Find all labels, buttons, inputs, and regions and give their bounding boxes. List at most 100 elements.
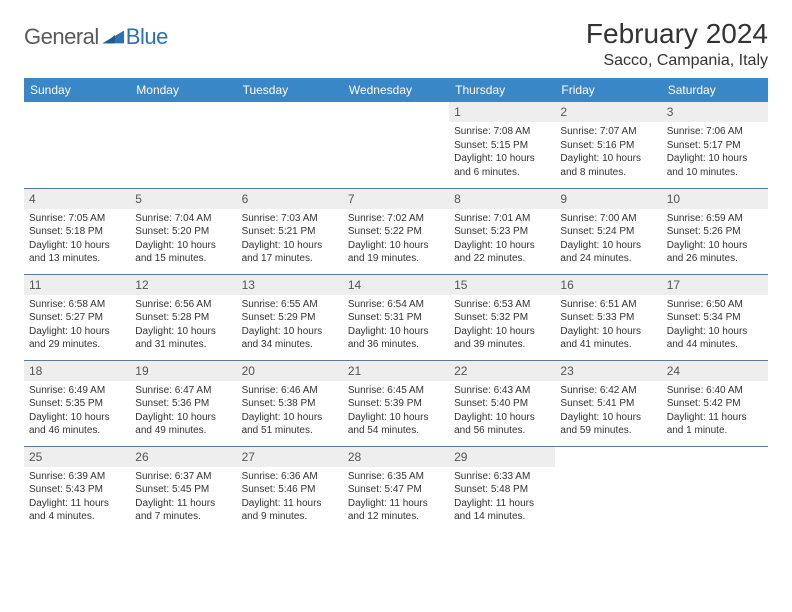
daylight-text: Daylight: 10 hours and 22 minutes. — [454, 239, 550, 266]
daylight-text: Daylight: 10 hours and 51 minutes. — [242, 411, 338, 438]
day-content: Sunrise: 7:01 AMSunset: 5:23 PMDaylight:… — [449, 209, 555, 270]
calendar-cell: 26Sunrise: 6:37 AMSunset: 5:45 PMDayligh… — [130, 446, 236, 532]
calendar-cell: 9Sunrise: 7:00 AMSunset: 5:24 PMDaylight… — [555, 188, 661, 274]
sunrise-text: Sunrise: 6:40 AM — [667, 384, 763, 398]
calendar-cell: 20Sunrise: 6:46 AMSunset: 5:38 PMDayligh… — [237, 360, 343, 446]
sunset-text: Sunset: 5:48 PM — [454, 483, 550, 497]
sunset-text: Sunset: 5:17 PM — [667, 139, 763, 153]
sunrise-text: Sunrise: 6:43 AM — [454, 384, 550, 398]
weekday-header: Tuesday — [237, 78, 343, 102]
sunrise-text: Sunrise: 6:37 AM — [135, 470, 231, 484]
sunset-text: Sunset: 5:38 PM — [242, 397, 338, 411]
day-number: 13 — [237, 275, 343, 295]
weekday-header: Thursday — [449, 78, 555, 102]
day-content: Sunrise: 6:51 AMSunset: 5:33 PMDaylight:… — [555, 295, 661, 356]
daylight-text: Daylight: 10 hours and 36 minutes. — [348, 325, 444, 352]
day-content: Sunrise: 6:54 AMSunset: 5:31 PMDaylight:… — [343, 295, 449, 356]
daylight-text: Daylight: 10 hours and 19 minutes. — [348, 239, 444, 266]
day-content: Sunrise: 7:03 AMSunset: 5:21 PMDaylight:… — [237, 209, 343, 270]
sunrise-text: Sunrise: 6:54 AM — [348, 298, 444, 312]
day-number: 23 — [555, 361, 661, 381]
day-number: 19 — [130, 361, 236, 381]
sunrise-text: Sunrise: 6:33 AM — [454, 470, 550, 484]
day-number: 8 — [449, 189, 555, 209]
day-content: Sunrise: 7:07 AMSunset: 5:16 PMDaylight:… — [555, 122, 661, 183]
day-content: Sunrise: 7:02 AMSunset: 5:22 PMDaylight:… — [343, 209, 449, 270]
sunrise-text: Sunrise: 7:07 AM — [560, 125, 656, 139]
sunrise-text: Sunrise: 7:05 AM — [29, 212, 125, 226]
sunrise-text: Sunrise: 7:08 AM — [454, 125, 550, 139]
daylight-text: Daylight: 10 hours and 24 minutes. — [560, 239, 656, 266]
daylight-text: Daylight: 10 hours and 10 minutes. — [667, 152, 763, 179]
sunset-text: Sunset: 5:31 PM — [348, 311, 444, 325]
sunrise-text: Sunrise: 6:55 AM — [242, 298, 338, 312]
sunrise-text: Sunrise: 7:00 AM — [560, 212, 656, 226]
calendar-cell: 17Sunrise: 6:50 AMSunset: 5:34 PMDayligh… — [662, 274, 768, 360]
sunset-text: Sunset: 5:41 PM — [560, 397, 656, 411]
day-content: Sunrise: 6:53 AMSunset: 5:32 PMDaylight:… — [449, 295, 555, 356]
calendar-body: 1Sunrise: 7:08 AMSunset: 5:15 PMDaylight… — [24, 102, 768, 532]
day-content: Sunrise: 6:56 AMSunset: 5:28 PMDaylight:… — [130, 295, 236, 356]
calendar-cell: 28Sunrise: 6:35 AMSunset: 5:47 PMDayligh… — [343, 446, 449, 532]
daylight-text: Daylight: 10 hours and 8 minutes. — [560, 152, 656, 179]
sunrise-text: Sunrise: 6:35 AM — [348, 470, 444, 484]
sunset-text: Sunset: 5:32 PM — [454, 311, 550, 325]
daylight-text: Daylight: 10 hours and 13 minutes. — [29, 239, 125, 266]
daylight-text: Daylight: 10 hours and 15 minutes. — [135, 239, 231, 266]
day-number: 29 — [449, 447, 555, 467]
day-number: 2 — [555, 102, 661, 122]
day-number: 7 — [343, 189, 449, 209]
sunset-text: Sunset: 5:39 PM — [348, 397, 444, 411]
weekday-header: Sunday — [24, 78, 130, 102]
day-content: Sunrise: 7:08 AMSunset: 5:15 PMDaylight:… — [449, 122, 555, 183]
day-number: 10 — [662, 189, 768, 209]
sunrise-text: Sunrise: 6:59 AM — [667, 212, 763, 226]
daylight-text: Daylight: 10 hours and 46 minutes. — [29, 411, 125, 438]
logo: General Blue — [24, 18, 168, 50]
sunset-text: Sunset: 5:33 PM — [560, 311, 656, 325]
daylight-text: Daylight: 11 hours and 7 minutes. — [135, 497, 231, 524]
sunset-text: Sunset: 5:21 PM — [242, 225, 338, 239]
sunset-text: Sunset: 5:23 PM — [454, 225, 550, 239]
day-content: Sunrise: 6:50 AMSunset: 5:34 PMDaylight:… — [662, 295, 768, 356]
daylight-text: Daylight: 10 hours and 41 minutes. — [560, 325, 656, 352]
weekday-header: Saturday — [662, 78, 768, 102]
daylight-text: Daylight: 10 hours and 17 minutes. — [242, 239, 338, 266]
calendar-cell — [662, 446, 768, 532]
calendar-cell: 14Sunrise: 6:54 AMSunset: 5:31 PMDayligh… — [343, 274, 449, 360]
weekday-header-row: Sunday Monday Tuesday Wednesday Thursday… — [24, 78, 768, 102]
sunset-text: Sunset: 5:40 PM — [454, 397, 550, 411]
day-content: Sunrise: 6:58 AMSunset: 5:27 PMDaylight:… — [24, 295, 130, 356]
calendar-cell — [130, 102, 236, 188]
day-number: 20 — [237, 361, 343, 381]
sunset-text: Sunset: 5:29 PM — [242, 311, 338, 325]
calendar-cell — [555, 446, 661, 532]
day-number: 27 — [237, 447, 343, 467]
day-content: Sunrise: 6:47 AMSunset: 5:36 PMDaylight:… — [130, 381, 236, 442]
sunset-text: Sunset: 5:26 PM — [667, 225, 763, 239]
daylight-text: Daylight: 10 hours and 26 minutes. — [667, 239, 763, 266]
sunrise-text: Sunrise: 6:56 AM — [135, 298, 231, 312]
calendar-cell: 21Sunrise: 6:45 AMSunset: 5:39 PMDayligh… — [343, 360, 449, 446]
sunset-text: Sunset: 5:42 PM — [667, 397, 763, 411]
day-content: Sunrise: 6:43 AMSunset: 5:40 PMDaylight:… — [449, 381, 555, 442]
calendar-cell: 8Sunrise: 7:01 AMSunset: 5:23 PMDaylight… — [449, 188, 555, 274]
sunrise-text: Sunrise: 6:47 AM — [135, 384, 231, 398]
sunrise-text: Sunrise: 6:42 AM — [560, 384, 656, 398]
day-content: Sunrise: 6:33 AMSunset: 5:48 PMDaylight:… — [449, 467, 555, 528]
day-number: 18 — [24, 361, 130, 381]
day-number: 12 — [130, 275, 236, 295]
daylight-text: Daylight: 10 hours and 6 minutes. — [454, 152, 550, 179]
calendar-cell: 25Sunrise: 6:39 AMSunset: 5:43 PMDayligh… — [24, 446, 130, 532]
daylight-text: Daylight: 10 hours and 59 minutes. — [560, 411, 656, 438]
calendar-cell: 7Sunrise: 7:02 AMSunset: 5:22 PMDaylight… — [343, 188, 449, 274]
calendar-cell: 22Sunrise: 6:43 AMSunset: 5:40 PMDayligh… — [449, 360, 555, 446]
calendar-cell: 12Sunrise: 6:56 AMSunset: 5:28 PMDayligh… — [130, 274, 236, 360]
day-number: 25 — [24, 447, 130, 467]
day-content: Sunrise: 6:35 AMSunset: 5:47 PMDaylight:… — [343, 467, 449, 528]
daylight-text: Daylight: 10 hours and 31 minutes. — [135, 325, 231, 352]
daylight-text: Daylight: 11 hours and 1 minute. — [667, 411, 763, 438]
day-number: 16 — [555, 275, 661, 295]
sunset-text: Sunset: 5:18 PM — [29, 225, 125, 239]
day-content: Sunrise: 6:46 AMSunset: 5:38 PMDaylight:… — [237, 381, 343, 442]
